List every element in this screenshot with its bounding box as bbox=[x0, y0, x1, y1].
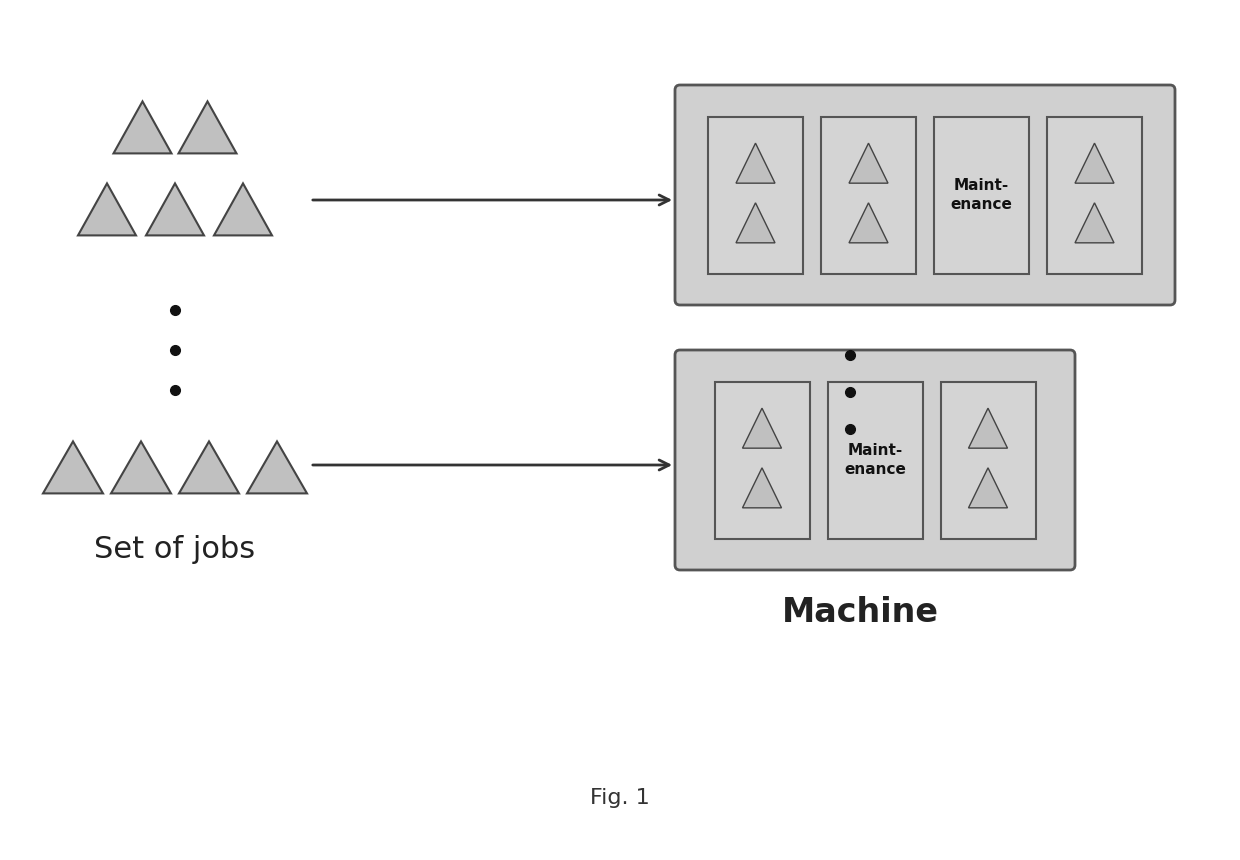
FancyBboxPatch shape bbox=[708, 116, 804, 273]
Text: Machine: Machine bbox=[781, 595, 939, 629]
Text: Fig. 1: Fig. 1 bbox=[590, 788, 650, 808]
Polygon shape bbox=[1075, 203, 1114, 243]
Polygon shape bbox=[215, 183, 272, 236]
FancyBboxPatch shape bbox=[675, 350, 1075, 570]
Text: Maint-
enance: Maint- enance bbox=[844, 443, 906, 476]
Polygon shape bbox=[179, 441, 239, 494]
Polygon shape bbox=[247, 441, 308, 494]
Polygon shape bbox=[146, 183, 205, 236]
Polygon shape bbox=[112, 441, 171, 494]
Polygon shape bbox=[849, 143, 888, 183]
Polygon shape bbox=[849, 203, 888, 243]
FancyBboxPatch shape bbox=[827, 382, 923, 538]
FancyBboxPatch shape bbox=[934, 116, 1029, 273]
FancyBboxPatch shape bbox=[940, 382, 1035, 538]
FancyBboxPatch shape bbox=[821, 116, 916, 273]
Text: Set of jobs: Set of jobs bbox=[94, 536, 255, 564]
Polygon shape bbox=[43, 441, 103, 494]
Polygon shape bbox=[78, 183, 136, 236]
FancyBboxPatch shape bbox=[1047, 116, 1142, 273]
Polygon shape bbox=[968, 408, 1007, 448]
Polygon shape bbox=[968, 468, 1007, 507]
Polygon shape bbox=[743, 408, 781, 448]
Polygon shape bbox=[114, 101, 171, 153]
Polygon shape bbox=[737, 203, 775, 243]
Polygon shape bbox=[743, 468, 781, 507]
Text: Maint-
enance: Maint- enance bbox=[951, 178, 1012, 212]
Polygon shape bbox=[737, 143, 775, 183]
FancyBboxPatch shape bbox=[714, 382, 810, 538]
Polygon shape bbox=[1075, 143, 1114, 183]
FancyBboxPatch shape bbox=[675, 85, 1176, 305]
Polygon shape bbox=[179, 101, 237, 153]
